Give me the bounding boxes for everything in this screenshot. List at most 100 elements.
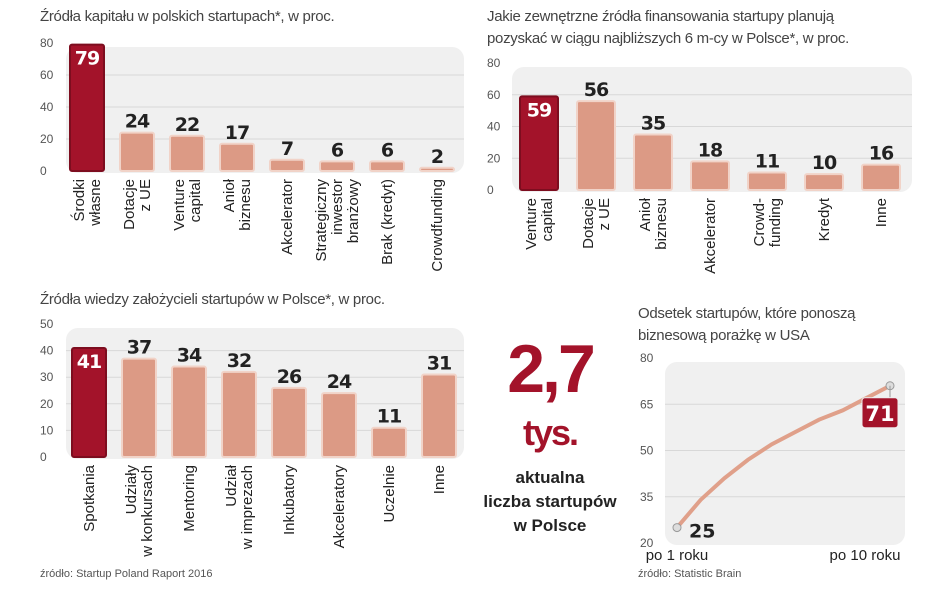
chart2-bar	[576, 100, 616, 191]
source-left: źródło: Startup Poland Raport 2016	[40, 568, 213, 580]
chart1-y-tick-label: 60	[40, 68, 54, 82]
chart3-x-tick-label: w imprezach	[239, 465, 256, 550]
chart2-bar	[804, 173, 844, 191]
chart1-data-label: 7	[281, 138, 293, 160]
chart3-y-tick-label: 30	[40, 370, 54, 384]
chart3-x-tick-label: Udział	[223, 464, 240, 506]
chart1-x-tick-label: z UE	[137, 179, 154, 212]
chart1-plot-area	[66, 47, 464, 173]
chart3-y-tick-label: 40	[40, 344, 54, 358]
chart2-title-line1: Jakie zewnętrzne źródła finansowania sta…	[487, 8, 834, 25]
chart1-x-tick-label: Strategiczny	[313, 179, 330, 262]
chart4-y-tick-label: 50	[640, 444, 654, 458]
chart2-x-tick-label: Inne	[873, 198, 890, 227]
chart1-bar	[119, 131, 155, 173]
chart3-data-label: 32	[227, 350, 251, 372]
chart4-data-label: 71	[865, 402, 894, 426]
chart3-data-label: 11	[377, 406, 401, 428]
chart2-x-tick-label: funding	[767, 198, 784, 247]
chart2-bar	[519, 95, 559, 191]
chart2-x-tick-label: Akcelerator	[702, 198, 719, 274]
chart4-y-tick-label: 65	[640, 397, 654, 411]
chart2-data-label: 11	[755, 151, 779, 173]
chart4-title-line1: Odsetek startupów, które ponoszą	[638, 305, 856, 322]
chart1-data-label: 6	[381, 139, 394, 161]
chart2-data-label: 59	[527, 99, 551, 121]
chart2-x-tick-label: z UE	[596, 198, 613, 231]
chart1-x-tick-label: inwestor	[329, 179, 346, 235]
chart1-x-tick-label: Dotacje	[121, 179, 138, 230]
chart3-plot-area	[66, 328, 464, 459]
chart1-bar	[69, 43, 105, 172]
chart1-x-tick-label: własne	[87, 179, 104, 227]
chart3-x-tick-label: Udziały	[123, 465, 140, 515]
chart2-data-label: 16	[869, 143, 894, 165]
chart3-x-tick-label: Uczelnie	[381, 465, 398, 523]
chart3-y-tick-label: 10	[40, 423, 54, 437]
chart3-bar	[371, 426, 407, 458]
chart1-title: Źródła kapitału w polskich startupach*, …	[40, 8, 335, 25]
chart3-data-label: 34	[177, 345, 202, 367]
chart1-data-label: 22	[175, 114, 199, 136]
chart1-x-tick-label: Środki	[70, 179, 88, 222]
chart1-x-tick-label: Crowdfunding	[429, 179, 446, 272]
chart1-y-tick-label: 0	[40, 164, 47, 178]
chart2-title-line2: pozyskać w ciągu najbliższych 6 m-cy w P…	[487, 30, 849, 47]
caption-line: w Polsce	[513, 516, 587, 535]
chart1-bar	[219, 142, 255, 173]
chart3-data-label: 31	[427, 353, 451, 375]
chart3-bar	[171, 365, 207, 458]
chart2-y-tick-label: 20	[487, 151, 501, 165]
chart2-x-tick-label: Kredyt	[816, 197, 833, 241]
chart2-x-tick-label: capital	[539, 198, 556, 241]
chart4-x-tick-label: po 1 roku	[646, 547, 709, 564]
chart3-data-label: 37	[127, 337, 151, 359]
chart1-bar	[419, 166, 455, 173]
chart2-x-tick-label: Dotacje	[580, 198, 597, 249]
chart2-y-tick-label: 40	[487, 120, 501, 134]
chart1-x-tick-label: Anioł	[221, 178, 238, 212]
chart3-bar	[71, 346, 107, 458]
chart3-data-label: 41	[77, 351, 101, 373]
headline-unit: tys.	[522, 412, 579, 453]
chart1-data-label: 6	[331, 139, 344, 161]
chart1-x-tick-label: Venture	[171, 179, 188, 231]
chart3-x-tick-label: Mentoring	[181, 465, 198, 532]
chart2-x-tick-label: biznesu	[653, 198, 670, 250]
chart3-x-tick-label: Akceleratory	[331, 465, 348, 549]
chart2-x-tick-label: Crowd-	[751, 198, 768, 246]
headline-caption: aktualna liczba startupów w Polsce	[470, 466, 630, 538]
chart3-bar	[221, 370, 257, 459]
chart2-data-label: 56	[584, 79, 609, 101]
chart1-x-tick-label: biznesu	[237, 179, 254, 231]
chart1-bar	[269, 158, 305, 173]
chart1-y-tick-label: 40	[40, 100, 54, 114]
chart3-bar	[121, 357, 157, 458]
chart1-data-label: 79	[75, 48, 99, 70]
chart4-y-tick-label: 20	[640, 536, 654, 550]
chart2-data-label: 10	[812, 152, 837, 174]
chart3-data-label: 26	[277, 366, 302, 388]
chart3-bar	[271, 386, 307, 458]
chart2-y-tick-label: 80	[487, 56, 501, 70]
chart4-title-line2: biznesową porażkę w USA	[638, 327, 810, 344]
chart2-x-tick-label: Anioł	[637, 197, 654, 231]
chart1-y-tick-label: 80	[40, 36, 54, 50]
chart1-data-label: 2	[431, 146, 443, 168]
chart3-bar	[321, 392, 357, 459]
chart4-y-tick-label: 80	[640, 351, 654, 365]
chart1-x-tick-label: Akcelerator	[279, 179, 296, 255]
chart4-data-label: 25	[689, 521, 715, 543]
chart3-y-tick-label: 0	[40, 450, 47, 464]
chart1-bar	[169, 134, 205, 173]
caption-line: liczba startupów	[483, 492, 617, 511]
chart2-y-tick-label: 60	[487, 88, 501, 102]
chart2-bar	[861, 163, 901, 192]
chart3-x-tick-label: w konkursach	[139, 465, 156, 558]
chart4-plot-area	[665, 362, 905, 545]
chart1-data-label: 24	[125, 111, 150, 133]
chart1-data-label: 17	[225, 122, 249, 144]
chart3-bar	[421, 373, 457, 459]
chart3-y-tick-label: 50	[40, 317, 54, 331]
